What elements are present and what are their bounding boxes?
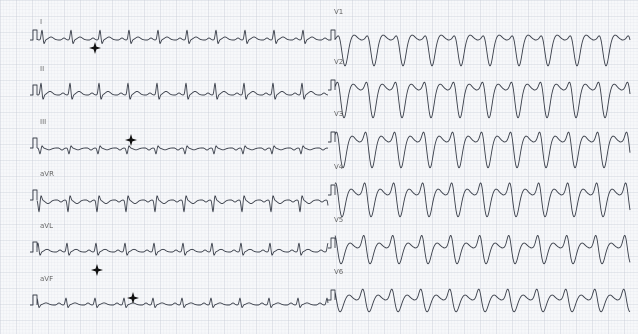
lead-label: V1 bbox=[334, 8, 343, 16]
lead-label: aVF bbox=[40, 275, 53, 283]
lead-label: V3 bbox=[334, 110, 343, 118]
lead-label: V2 bbox=[334, 58, 343, 66]
ecg-sheet: IIIIIIaVRaVLaVFV1V2V3V4V5V6 bbox=[0, 0, 638, 334]
lead-label: V5 bbox=[334, 216, 343, 224]
lead-label: V6 bbox=[334, 268, 344, 276]
lead-label: III bbox=[40, 118, 46, 126]
page: {"leads": {"limb": ["I", "II", "III", "a… bbox=[0, 0, 638, 334]
lead-label: V4 bbox=[334, 163, 344, 171]
lead-label: aVR bbox=[40, 170, 54, 178]
lead-label: aVL bbox=[40, 222, 53, 230]
lead-label: I bbox=[40, 18, 42, 26]
lead-label: II bbox=[40, 65, 44, 73]
